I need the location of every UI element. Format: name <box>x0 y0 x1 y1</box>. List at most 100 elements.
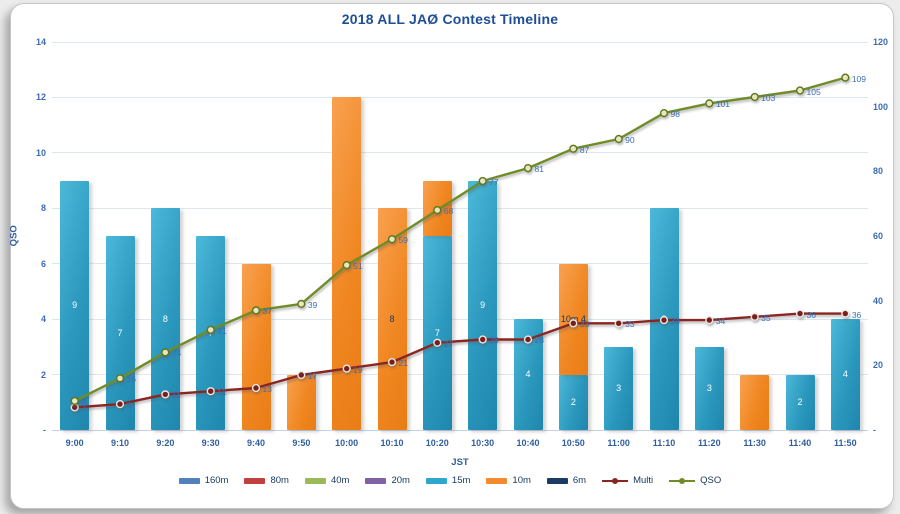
x-axis-tick: 11:10 <box>652 438 676 448</box>
gridline <box>52 96 868 98</box>
qso-value-label: 24 <box>171 348 182 359</box>
legend-item-QSO: QSO <box>669 476 721 486</box>
y-axis-tick-right: 20 <box>873 360 884 371</box>
bar-label-15m: 8 <box>162 313 168 324</box>
legend-label-80m: 80m <box>270 475 289 487</box>
legend-swatch-10m <box>486 478 508 484</box>
multi-value-label: 34 <box>670 316 680 327</box>
qso-value-label: 77 <box>489 177 499 188</box>
x-axis-tick: 9:30 <box>201 438 220 448</box>
legend-item-15m: 15m <box>425 475 471 487</box>
x-axis-tick: 10:10 <box>380 438 404 448</box>
bar-label-15m: 8 <box>661 313 667 324</box>
qso-value-label: 68 <box>443 206 454 217</box>
qso-value-label: 98 <box>670 109 680 120</box>
legend-line-Multi <box>602 476 629 486</box>
y-axis-tick-right: 80 <box>873 166 884 177</box>
qso-value-label: 105 <box>806 86 821 97</box>
qso-value-label: 87 <box>579 144 590 155</box>
legend-label-10m: 10m <box>512 475 531 487</box>
gridline <box>52 429 868 431</box>
x-axis-tick: 9:10 <box>110 438 129 448</box>
legend-item-40m: 40m <box>304 475 350 487</box>
y-axis-tick-left: 12 <box>35 92 46 103</box>
legend-swatch-15m <box>425 478 447 484</box>
y-axis-tick-left: 8 <box>40 203 46 214</box>
x-axis-tick: 9:50 <box>292 438 311 448</box>
bar-label-15m: 3 <box>706 382 712 393</box>
bar-10m <box>286 374 316 430</box>
y-axis-tick-left: 14 <box>35 37 46 47</box>
multi-value-label: 33 <box>625 319 635 330</box>
qso-value-label: 9 <box>81 396 86 407</box>
bar-10m <box>241 263 271 430</box>
legend-label-40m: 40m <box>330 475 350 487</box>
qso-value-label: 39 <box>307 299 318 310</box>
x-axis-tick: 10:30 <box>471 438 495 448</box>
qso-value-label: 16 <box>126 374 136 385</box>
y-axis-tick-right: 60 <box>873 231 884 241</box>
multi-value-label: 36 <box>851 309 862 320</box>
x-axis-tick: 11:30 <box>743 438 766 448</box>
x-axis-title: JST <box>451 457 469 468</box>
gridline <box>52 41 868 43</box>
multi-value-label: 12 <box>217 387 227 398</box>
legend-line-marker <box>612 478 619 484</box>
bar-label-15m: 7 <box>434 327 440 338</box>
multi-value-label: 36 <box>806 309 816 320</box>
legend-swatch-6m <box>546 478 568 484</box>
legend-label-15m: 15m <box>451 475 471 487</box>
multi-value-label: 13 <box>262 383 272 394</box>
qso-value-label: 109 <box>851 73 867 84</box>
x-axis-tick: 10:00 <box>335 438 359 448</box>
y-axis-tick-left: 6 <box>40 258 46 269</box>
legend-item-10m: 10m <box>486 475 531 487</box>
y-axis-tick-left: 2 <box>40 369 46 380</box>
qso-value-label: 90 <box>625 135 635 145</box>
y-axis-tick-right: - <box>873 425 876 435</box>
legend-item-20m: 20m <box>365 475 410 487</box>
legend-label-160m: 160m <box>204 475 229 487</box>
y-axis-tick-right: 40 <box>873 295 884 306</box>
chart-legend: 160m 80m 40m 20m 15m 10m 6m Multi QSO <box>0 476 900 486</box>
x-axis-tick: 9:00 <box>65 438 84 448</box>
legend-swatch-160m <box>178 478 200 484</box>
multi-value-label: 11 <box>171 390 181 401</box>
y-axis-tick-right: 120 <box>873 37 889 47</box>
bar-label-15m: 2 <box>570 396 576 407</box>
multi-value-label: 28 <box>534 335 544 346</box>
bar-label-15m: 7 <box>117 327 123 338</box>
x-axis-tick: 9:20 <box>156 438 175 448</box>
qso-value-label: 101 <box>715 99 731 110</box>
x-axis-tick: 11:40 <box>788 438 812 448</box>
legend-label-20m: 20m <box>391 475 410 487</box>
multi-value-label: 28 <box>489 335 499 346</box>
bar-label-15m: 2 <box>797 396 803 407</box>
bar-label-15m: 7 <box>208 327 214 338</box>
bar-label-15m: 9 <box>72 299 78 310</box>
multi-value-label: 17 <box>307 371 318 382</box>
y-axis-tick-left: - <box>43 425 46 435</box>
legend-item-80m: 80m <box>244 475 289 487</box>
y-axis-title: QSO <box>8 225 20 247</box>
legend-label-QSO: QSO <box>700 475 722 487</box>
qso-value-label: 37 <box>262 306 272 317</box>
multi-value-label: 7 <box>81 403 86 414</box>
legend-line-QSO <box>669 476 696 486</box>
legend-swatch-80m <box>244 478 266 484</box>
y-axis-tick-left: 4 <box>40 314 46 325</box>
y-axis-tick-left: 10 <box>35 147 46 158</box>
legend-line-marker <box>679 478 686 484</box>
bar-label-15m: 9 <box>480 299 486 310</box>
qso-value-label: 51 <box>353 261 363 272</box>
multi-value-label: 34 <box>715 316 726 327</box>
multi-value-label: 19 <box>353 364 363 375</box>
x-axis-tick: 11:00 <box>607 438 630 448</box>
multi-value-label: 35 <box>761 312 771 323</box>
bar-label-15m: 3 <box>616 382 622 393</box>
multi-value-label: 33 <box>579 319 590 330</box>
x-axis-tick: 10:40 <box>516 438 540 448</box>
chart-title: 2018 ALL JAØ Contest Timeline <box>341 11 559 27</box>
x-axis-tick: 9:40 <box>246 438 265 448</box>
